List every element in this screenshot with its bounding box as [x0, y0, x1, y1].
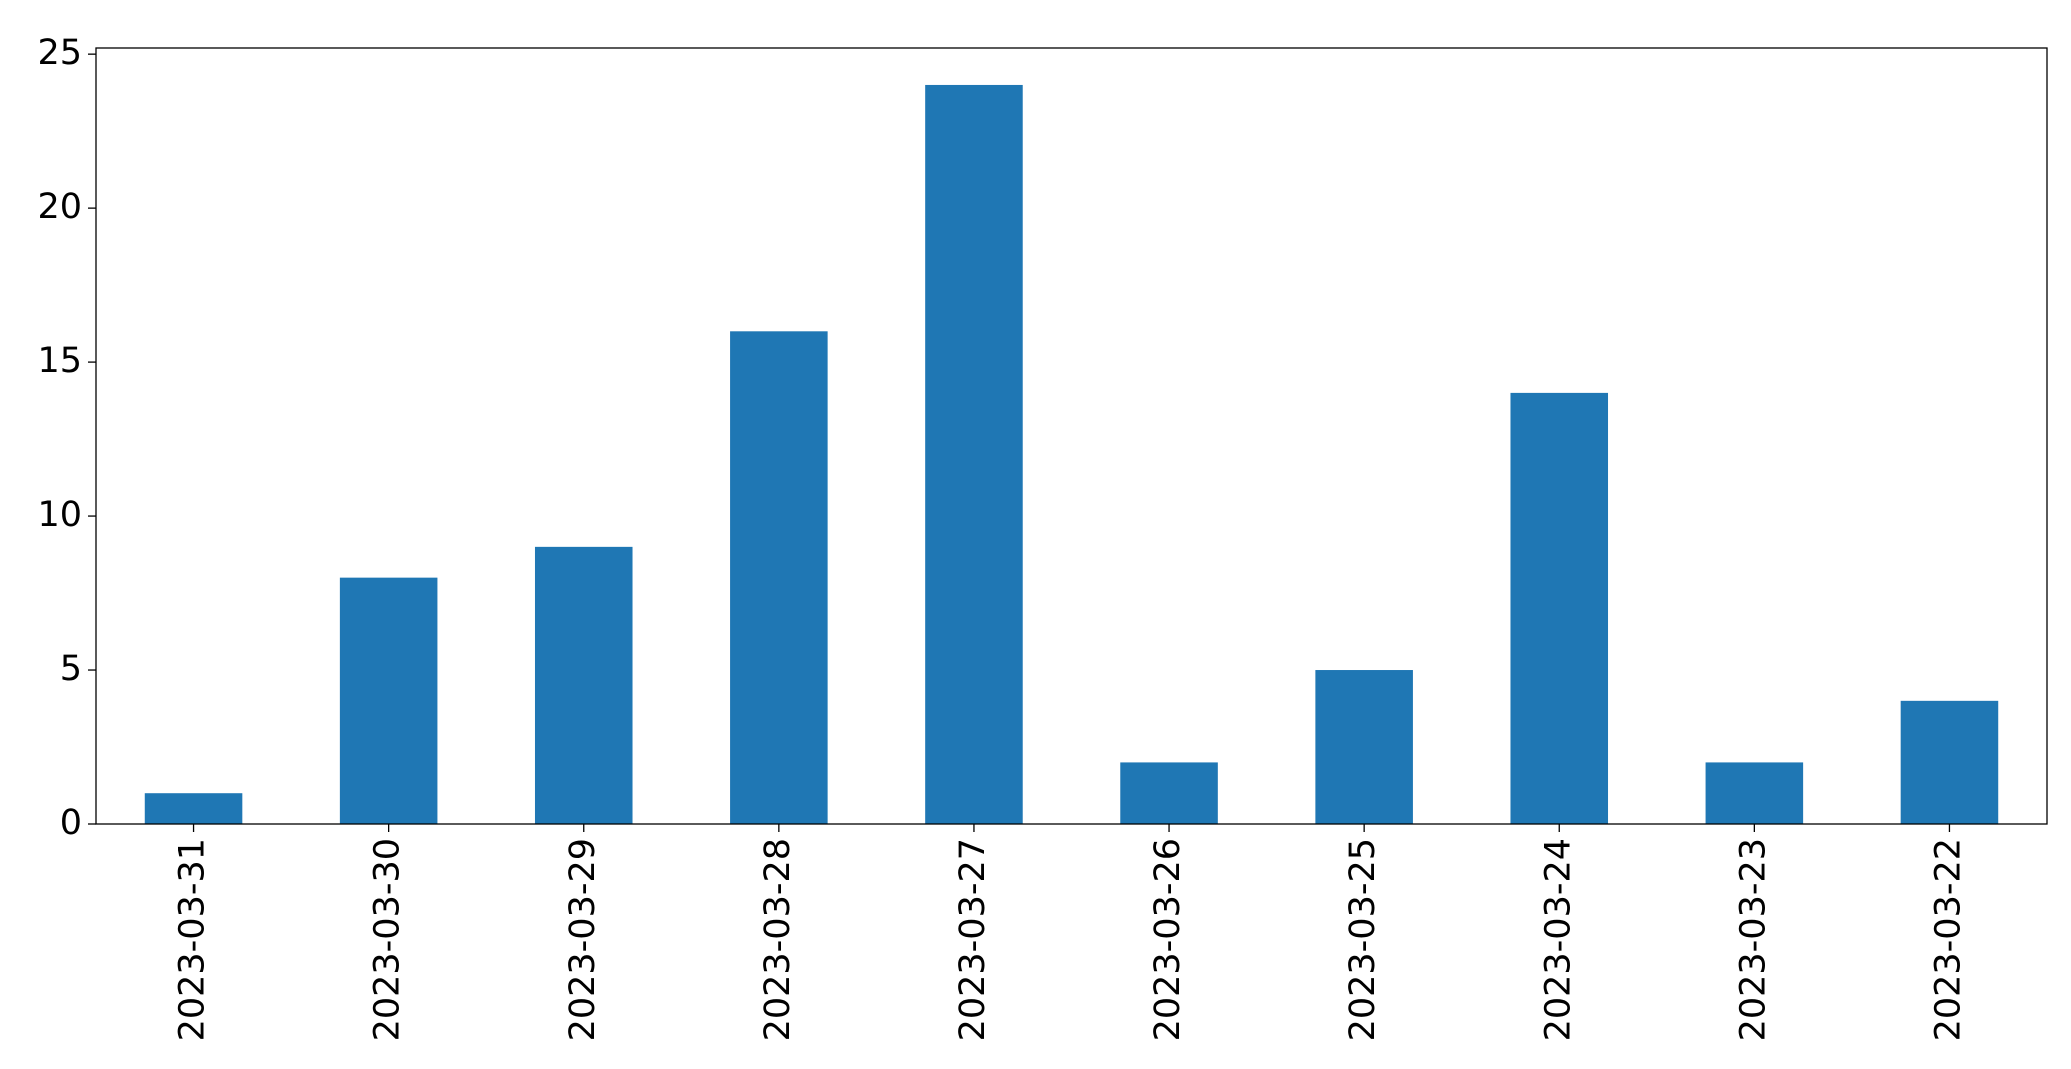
bar	[144, 793, 243, 824]
plot-frame	[95, 47, 2048, 825]
bar	[1705, 762, 1804, 824]
bar	[730, 331, 828, 824]
bar	[1900, 700, 1999, 824]
x-tick-label: 2023-03-25	[1343, 838, 1383, 1041]
x-tick-label: 2023-03-29	[563, 838, 603, 1041]
y-tick-label: 0	[60, 803, 82, 843]
bar	[339, 577, 438, 824]
bar	[1510, 392, 1609, 824]
x-tick-label: 2023-03-22	[1928, 838, 1968, 1041]
y-tick-label: 15	[37, 341, 82, 381]
bar	[1120, 762, 1218, 824]
x-tick-label: 2023-03-31	[173, 838, 213, 1041]
x-tick-label: 2023-03-23	[1733, 838, 1773, 1041]
x-tick-label: 2023-03-30	[368, 838, 408, 1041]
bar	[1315, 670, 1413, 824]
bar	[925, 84, 1023, 824]
y-tick-label: 25	[37, 33, 82, 73]
y-tick-label: 5	[60, 649, 82, 689]
x-tick-label: 2023-03-28	[758, 838, 798, 1041]
x-tick-label: 2023-03-26	[1148, 838, 1188, 1041]
y-tick-label: 10	[37, 495, 82, 535]
x-tick-label: 2023-03-27	[953, 838, 993, 1041]
x-tick-label: 2023-03-24	[1538, 838, 1578, 1041]
y-tick-label: 20	[37, 187, 82, 227]
bar	[534, 546, 633, 824]
